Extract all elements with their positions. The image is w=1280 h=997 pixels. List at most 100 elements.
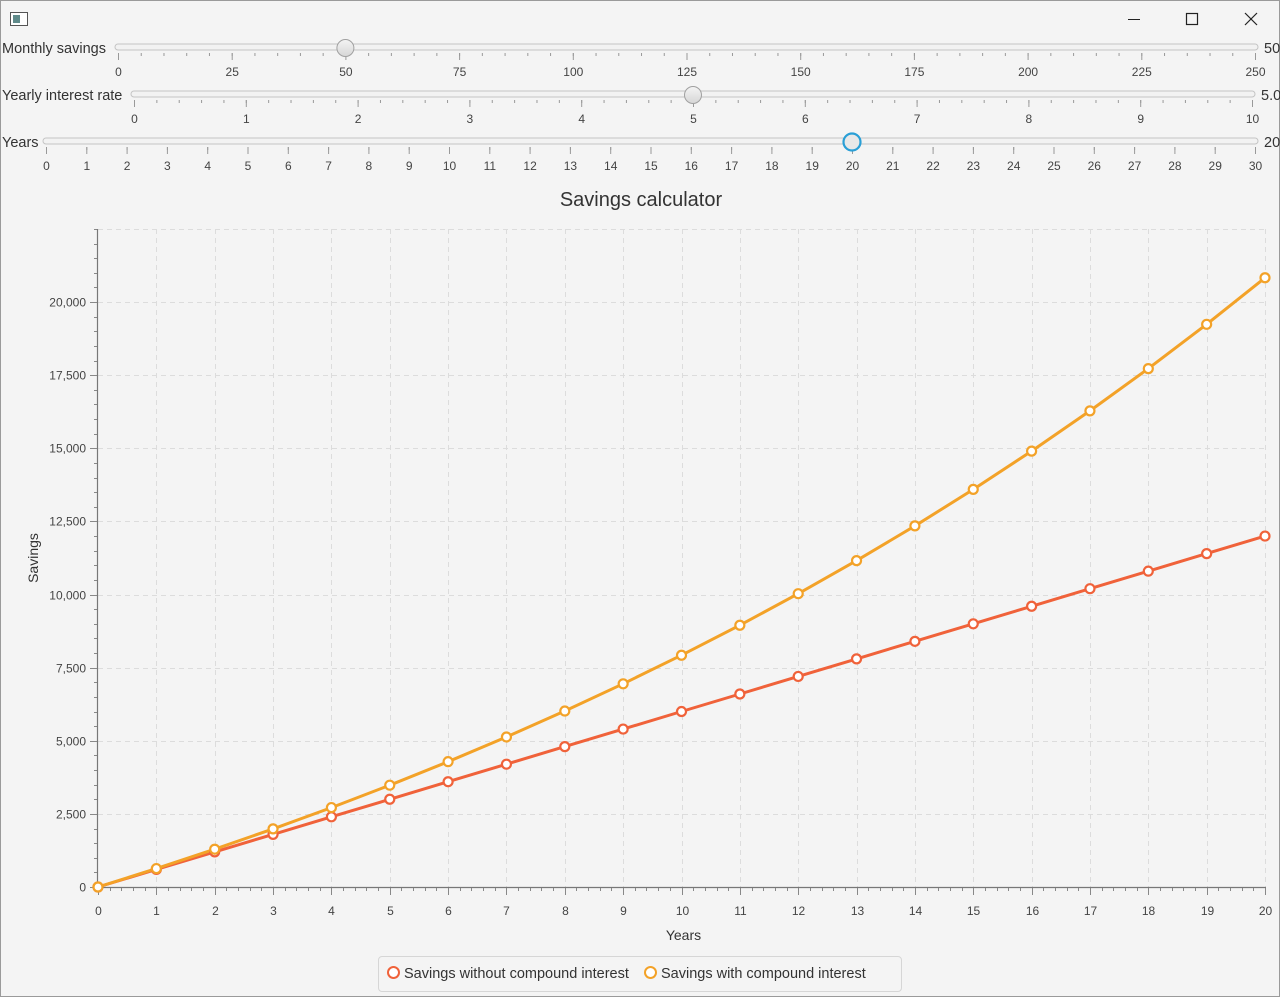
slider-tick-label: 2 <box>124 159 131 173</box>
series-1-point <box>500 731 513 743</box>
chart-y-tick-label: 17,500 <box>49 369 86 383</box>
chart-x-tick-label: 0 <box>95 904 102 918</box>
series-1-point <box>1259 272 1271 284</box>
series-0-point <box>384 793 396 805</box>
chart-x-tick-label: 1 <box>153 904 160 918</box>
slider-track[interactable] <box>114 43 1259 51</box>
slider-tick-label: 20 <box>846 159 860 173</box>
slider-tick-label: 9 <box>406 159 413 173</box>
series-1-point <box>1201 318 1213 330</box>
slider-tick-label: 4 <box>578 112 585 126</box>
slider-tick-label: 7 <box>914 112 921 126</box>
slider-tick-label: 10 <box>443 159 457 173</box>
slider-tick-label: 8 <box>366 159 373 173</box>
chart-x-tick-label: 3 <box>270 904 277 918</box>
slider-tick-label: 7 <box>325 159 332 173</box>
series-1-point <box>1142 363 1154 375</box>
chart-y-tick-label: 2,500 <box>56 808 86 822</box>
slider-tick-label: 29 <box>1209 159 1223 173</box>
slider-tick-label: 0 <box>131 112 138 126</box>
legend-item-without-compound: Savings without compound interest <box>387 966 629 982</box>
chart-x-tick-label: 10 <box>676 904 690 918</box>
series-0-point <box>675 705 688 718</box>
slider-tick-label: 6 <box>802 112 809 126</box>
yearly-interest-rate-value: 5.0 <box>1261 88 1280 104</box>
yearly-interest-slider-row: Yearly interest rate 0 1 2 3 4 5 6 7 8 9 10 5.0 <box>1 86 1280 134</box>
series-1-point <box>734 619 746 631</box>
slider-tick-label: 8 <box>1026 112 1033 126</box>
series-1-point <box>384 779 396 791</box>
yearly-interest-rate-slider[interactable]: 0 1 2 3 4 5 6 7 8 9 10 <box>1 86 1280 134</box>
slider-tick-label: 5 <box>690 112 697 126</box>
slider-tick-label: 27 <box>1128 159 1142 173</box>
slider-tick-label: 13 <box>564 159 578 173</box>
slider-thumb[interactable] <box>684 86 702 104</box>
slider-tick-label: 9 <box>1137 112 1144 126</box>
close-button[interactable] <box>1221 1 1279 37</box>
chart-x-tick-label: 11 <box>734 904 747 918</box>
slider-tick-label: 0 <box>115 65 122 79</box>
slider-tick-label: 10 <box>1246 112 1260 126</box>
close-icon <box>1244 12 1258 26</box>
series-1-point <box>909 520 921 532</box>
monthly-savings-label: Monthly savings <box>2 41 106 57</box>
years-slider[interactable]: 0 1 2 3 4 5 6 7 8 9 10 11 12 13 14 15 16 17 18 19 20 21 22 23 24… <box>1 132 1280 181</box>
series-0-point <box>442 776 454 788</box>
series-1-point <box>792 588 804 600</box>
chart-y-tick-label: 12,500 <box>49 515 86 529</box>
slider-tick-label: 175 <box>904 65 924 79</box>
series-1-point <box>92 881 104 893</box>
slider-tick-label: 50 <box>339 65 353 79</box>
slider-tick-label: 16 <box>685 159 699 173</box>
series-1-point <box>267 823 279 835</box>
slider-thumb[interactable] <box>842 132 862 152</box>
years-value: 20 <box>1264 135 1280 151</box>
chart-y-tick-label: 10,000 <box>49 589 86 603</box>
minimize-button[interactable] <box>1105 1 1163 37</box>
series-0-point <box>1084 583 1096 595</box>
chart-x-tick-label: 18 <box>1142 904 1156 918</box>
slider-tick-label: 5 <box>245 159 252 173</box>
series-0-point <box>1259 530 1271 542</box>
slider-tick-label: 14 <box>604 159 618 173</box>
chart-legend: Savings without compound interest Saving… <box>378 956 902 992</box>
series-1-point <box>850 555 863 567</box>
series-1-point <box>150 862 162 875</box>
slider-tick-label: 125 <box>677 65 697 79</box>
series-1-point <box>1025 445 1038 457</box>
slider-tick-label: 250 <box>1245 65 1265 79</box>
series-1-point <box>209 843 221 855</box>
series-0-point <box>1201 548 1213 560</box>
legend-item-with-compound: Savings with compound interest <box>644 966 866 982</box>
chart-y-tick-label: 15,000 <box>49 442 86 456</box>
chart-y-tick-label: 0 <box>79 881 86 895</box>
chart-x-axis-label: Years <box>666 927 701 943</box>
chart-y-tick-label: 7,500 <box>56 662 86 676</box>
series-0-point <box>325 811 337 823</box>
chart-x-tick-label: 14 <box>909 904 923 918</box>
chart-y-tick-label: 5,000 <box>56 735 86 749</box>
title-bar <box>1 1 1279 37</box>
slider-tick-label: 17 <box>725 159 739 173</box>
series-1-point <box>559 705 571 717</box>
slider-thumb[interactable] <box>336 39 355 57</box>
series-0-point <box>734 688 746 700</box>
monthly-savings-slider[interactable]: 0 25 50 75 100 125 150 175 200 225 250 <box>1 39 1280 87</box>
yearly-interest-rate-label: Yearly interest rate <box>2 88 123 104</box>
series-1-point <box>675 649 688 661</box>
slider-tick-label: 28 <box>1168 159 1182 173</box>
monthly-savings-slider-row: Monthly savings 0 25 50 75 100 125 150 175 200 22… <box>1 39 1280 87</box>
maximize-button[interactable] <box>1163 1 1221 37</box>
chart-y-tick-label: 20,000 <box>49 296 86 310</box>
chart-x-tick-label: 17 <box>1084 904 1098 918</box>
minimize-icon <box>1128 19 1140 20</box>
slider-tick-label: 12 <box>523 159 537 173</box>
slider-track[interactable] <box>42 137 1259 145</box>
slider-tick-label: 25 <box>226 65 240 79</box>
series-1-point <box>325 801 337 814</box>
legend-label-without-compound: Savings without compound interest <box>404 966 629 982</box>
series-1-point <box>442 756 454 768</box>
app-window-icon <box>10 12 28 26</box>
slider-tick-label: 24 <box>1007 159 1021 173</box>
slider-tick-label: 26 <box>1088 159 1102 173</box>
